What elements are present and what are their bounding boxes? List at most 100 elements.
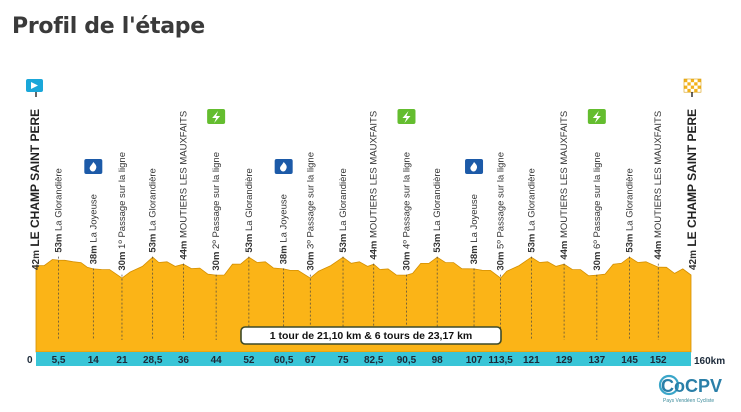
waypoint-label: 30m 6º Passage sur la ligne [591,152,602,271]
tick-label: 21 [116,355,128,366]
checker-cell [697,82,701,86]
tick-label: 44 [211,355,223,366]
waypoint-name: La Joyeuse [278,194,289,245]
waypoint-name: 1º Passage sur la ligne [116,152,127,252]
checker-cell [684,85,688,89]
distance-axis-bar [36,352,691,366]
lightning-icon [212,111,221,123]
waypoint-name: MOUTIERS LES MAUXFAITS [559,111,570,241]
waypoint-altitude: 53m [147,234,158,253]
checker-cell [694,85,698,89]
waypoint-name: La Joyeuse [469,194,480,245]
flame-icon [470,162,478,172]
finish-point-label-name: LE CHAMP SAINT PERE [685,109,699,250]
waypoint-label: 53m La Glorandière [338,168,349,253]
waypoint-label: 44m MOUTIERS LES MAUXFAITS [559,111,570,260]
tick-label: 52 [243,355,255,366]
finish-point-label-altitude: 42m [688,250,699,270]
waypoint-altitude: 38m [278,245,289,264]
waypoint-lines-layer [58,256,659,340]
waypoint-name: La Joyeuse [88,194,99,245]
waypoint-name: La Glorandière [526,168,537,233]
checker-cell [687,88,691,93]
tick-label: 129 [556,355,573,366]
tick-label: 152 [650,355,667,366]
checker-cell [690,82,695,86]
lightning-icon [402,111,411,123]
tick-label: 113,5 [488,355,513,366]
waypoint-altitude: 30m [401,252,412,271]
waypoint-name: MOUTIERS LES MAUXFAITS [178,111,189,241]
start-point-label-name: LE CHAMP SAINT PERE [28,109,42,250]
waypoint-altitude: 30m [305,252,316,271]
tick-label: 67 [305,355,317,366]
logo-subtitle: Pays Vendéen Cycliste [663,398,714,404]
start-flag-icon [26,79,43,97]
checker-cell [684,79,688,83]
checker-cell [684,88,688,93]
waypoint-label: 53m La Glorandière [53,168,64,253]
waypoint-label: 30m 4º Passage sur la ligne [401,152,412,271]
waypoint-name: 2º Passage sur la ligne [211,152,222,252]
checker-cell [697,85,701,89]
tick-label: 60,5 [274,355,294,366]
tick-label: 82,5 [364,355,384,366]
tick-label: 107 [466,355,483,366]
waypoint-label: 38m La Joyeuse [469,194,480,264]
waypoint-altitude: 44m [559,241,570,260]
waypoint-name: MOUTIERS LES MAUXFAITS [368,111,379,241]
waypoint-name: La Glorandière [338,168,349,233]
waypoint-name: La Glorandière [432,168,443,233]
waypoint-altitude: 30m [591,252,602,271]
page-title: Profil de l'étape [12,14,205,39]
checker-cell [687,82,691,86]
finish-flag-icon [683,78,702,97]
waypoint-altitude: 30m [116,252,127,271]
lightning-icon [592,111,601,123]
waypoint-name: La Glorandière [53,168,64,233]
waypoint-label: 38m La Joyeuse [88,194,99,264]
flame-icon [280,162,287,172]
waypoint-altitude: 38m [88,245,99,264]
sprint-icon [207,109,226,124]
logo-text: CoCPV [661,376,722,396]
waypoint-label: 30m 5º Passage sur la ligne [495,152,506,271]
waypoint-altitude: 53m [338,234,349,253]
tick-label: 5,5 [52,355,66,366]
checker-cell [697,88,701,93]
waypoint-altitude: 44m [178,241,189,260]
tick-label: 121 [523,355,540,366]
loop-banner-box [240,326,502,345]
tick-label: 75 [337,355,349,366]
waypoint-label: 44m MOUTIERS LES MAUXFAITS [368,111,379,260]
waypoint-name: 6º Passage sur la ligne [591,152,602,252]
feed-zone-icon [84,159,103,174]
waypoint-name: 4º Passage sur la ligne [401,152,412,252]
waypoint-label: 44m MOUTIERS LES MAUXFAITS [178,111,189,260]
start-point-label: 42m LE CHAMP SAINT PERE [28,109,42,270]
waypoint-name: MOUTIERS LES MAUXFAITS [653,111,664,241]
start-point-label-altitude: 42m [31,250,42,270]
tick-label: 36 [178,355,190,366]
waypoint-label: 53m La Glorandière [526,168,537,253]
loop-banner-text: 1 tour de 21,10 km & 6 tours de 23,17 km [270,330,473,342]
tick-label: 98 [432,355,444,366]
waypoint-label: 53m La Glorandière [624,168,635,253]
waypoint-label: 30m 3º Passage sur la ligne [305,152,316,271]
tick-label: 145 [621,355,638,366]
checker-cell [694,88,698,93]
checker-cell [690,88,695,93]
checker-cell [694,82,698,86]
tick-label: 137 [589,355,606,366]
waypoint-altitude: 30m [495,252,506,271]
logo-ring [658,374,680,396]
finish-point-label: 42m LE CHAMP SAINT PERE [685,109,699,270]
axis-start-label: 0 [27,355,33,366]
sprint-icon [587,109,606,124]
waypoint-altitude: 30m [211,252,222,271]
checker-cell [687,85,691,89]
checker-cell [687,79,691,83]
play-icon [31,82,38,89]
waypoint-label: 53m La Glorandière [432,168,443,253]
